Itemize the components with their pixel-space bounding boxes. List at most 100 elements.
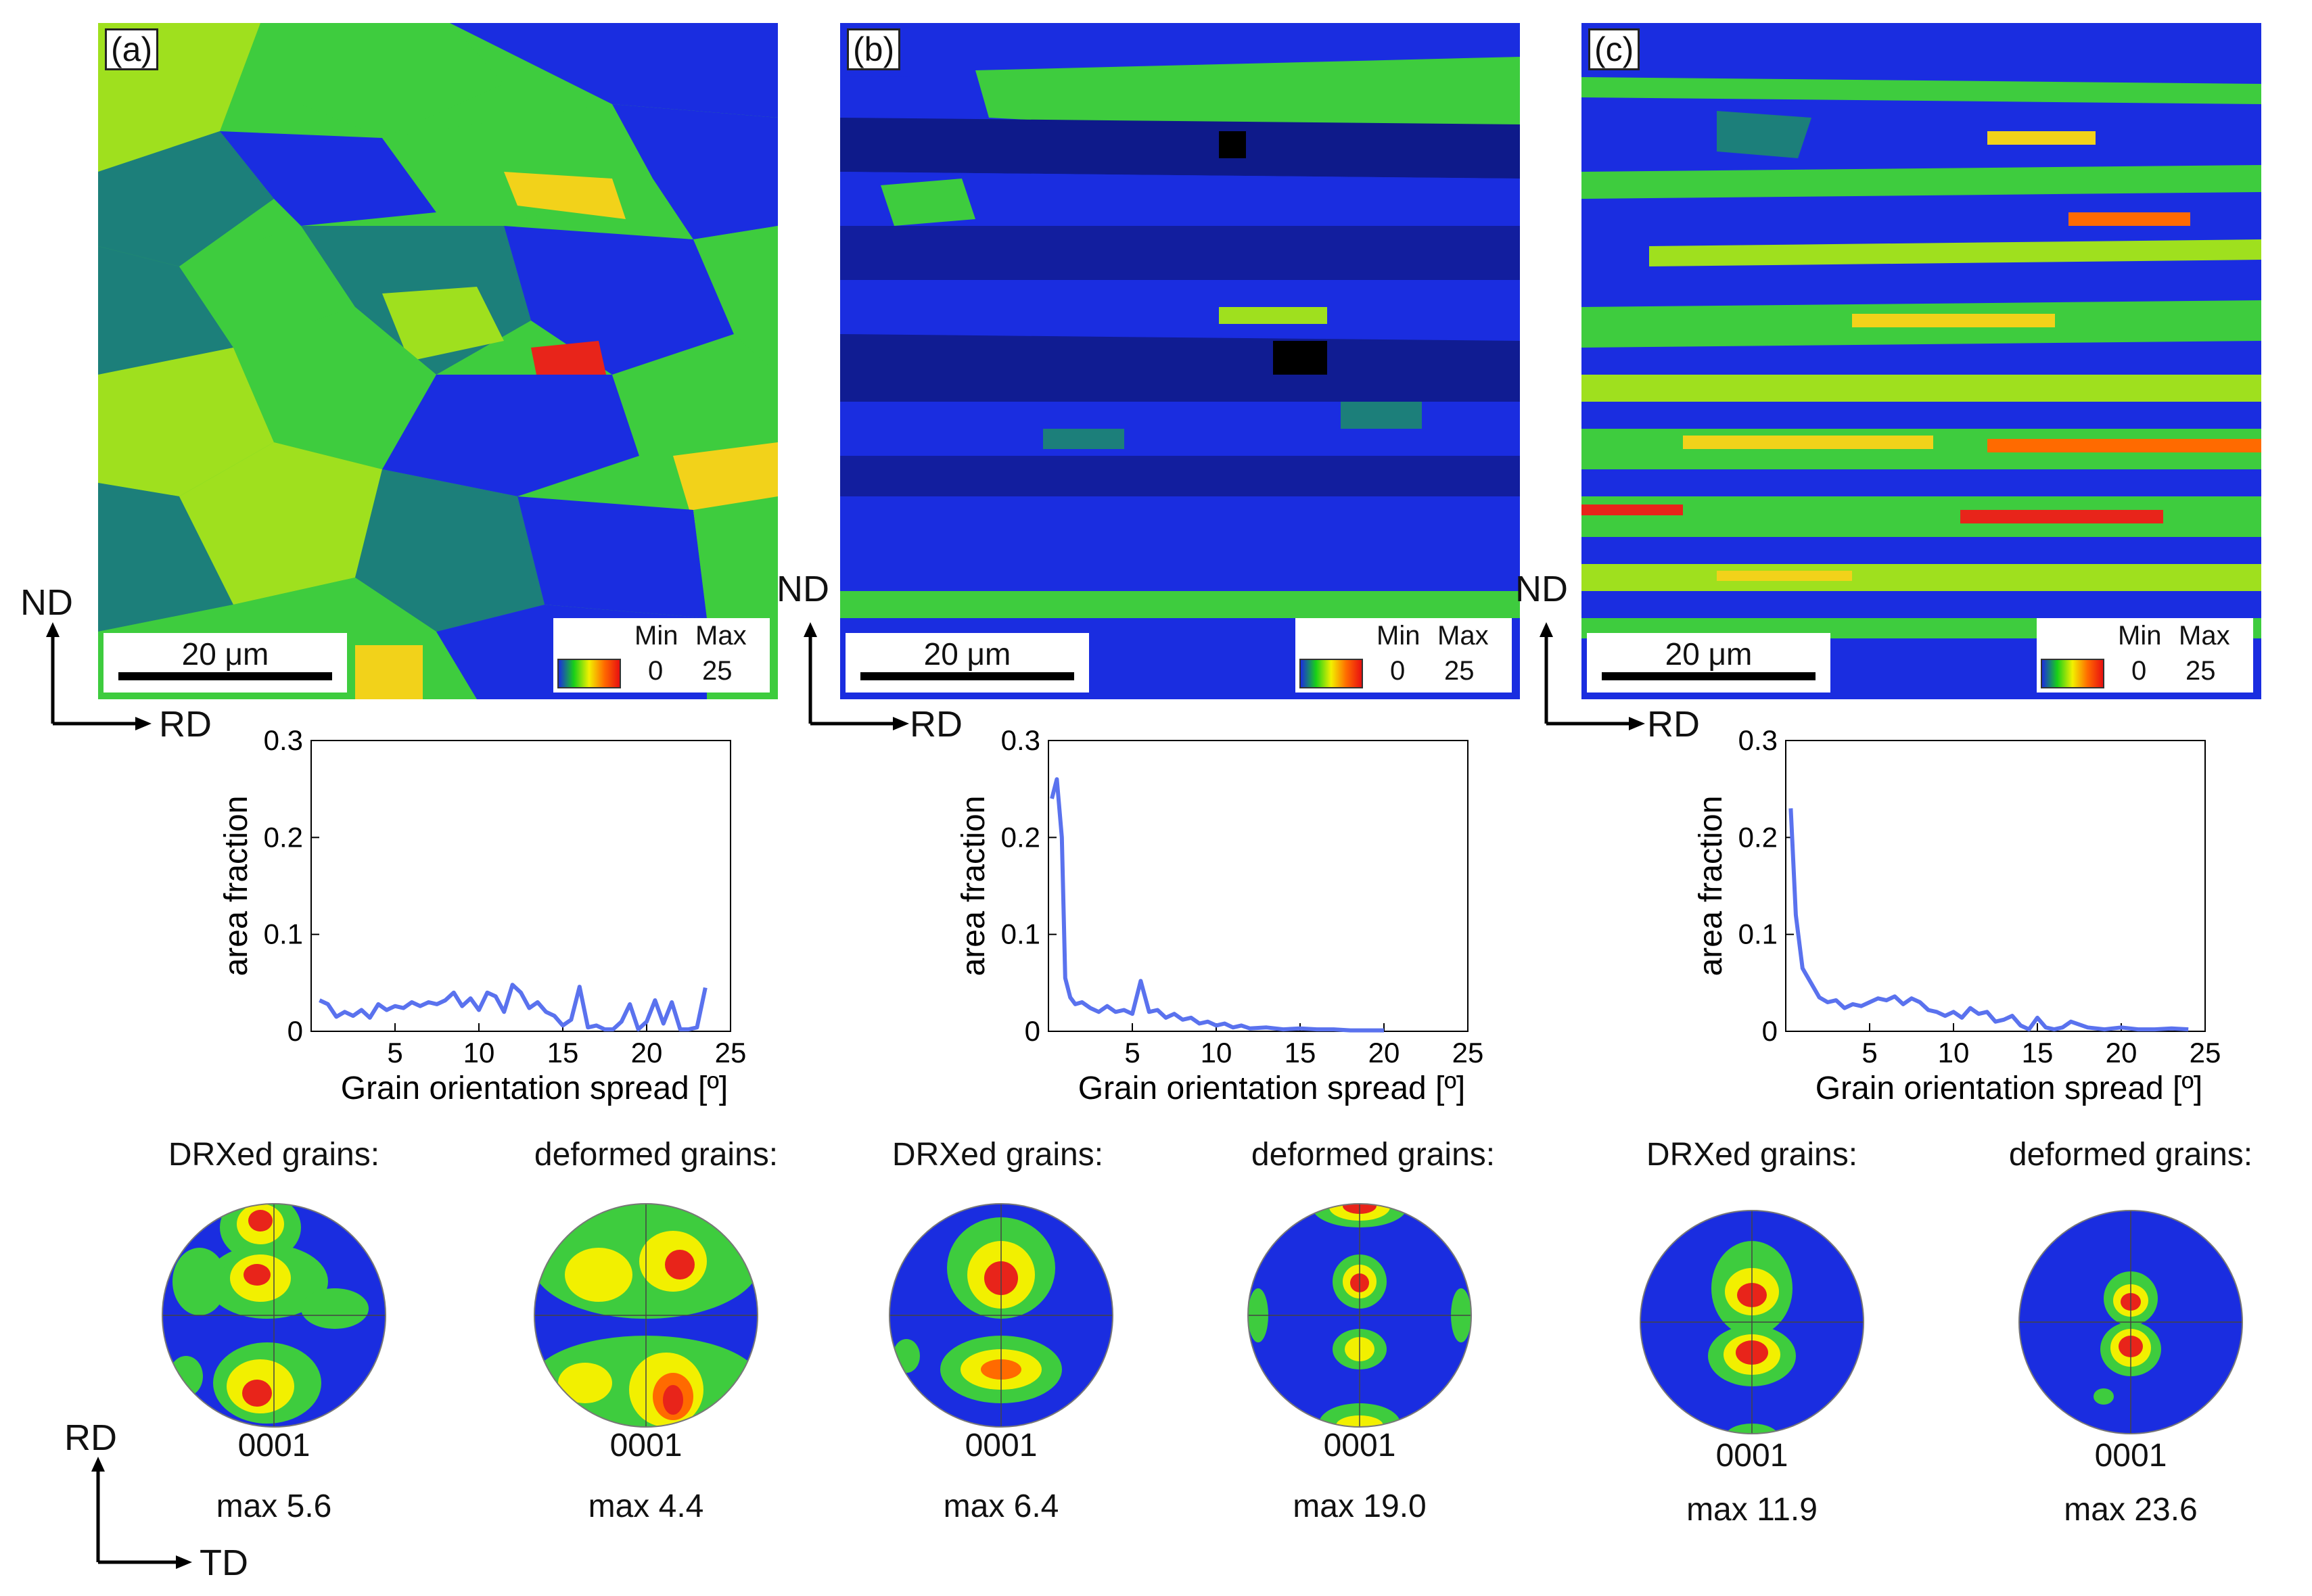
gos-series-line (1050, 777, 1384, 1033)
pf-max-5: max 11.9 (1686, 1492, 1818, 1528)
x-tick-label: 25 (715, 1037, 747, 1069)
x-tick-label: 15 (2022, 1037, 2054, 1069)
y-tick-label: 0.1 (1738, 918, 1778, 950)
x-tick-label: 20 (631, 1037, 663, 1069)
y-tick-label: 0.1 (264, 918, 303, 950)
panel-label-a: (a) (105, 28, 159, 70)
pf-max-1: max 5.6 (216, 1488, 332, 1524)
legend-min-value-c: 0 (2131, 656, 2147, 686)
scale-bar-text-c: 20 μm (1665, 636, 1753, 672)
legend-max-value-c: 25 (2186, 656, 2216, 686)
scale-bar-line-a (118, 672, 332, 680)
rd-label-b: RD (910, 704, 963, 745)
legend-max-label-a: Max (695, 621, 747, 651)
legend-gradient-b (1299, 659, 1363, 688)
y-tick-label: 0 (1762, 1015, 1778, 1047)
gos-chart-c: 5 10 15 20 25 0 0.1 0.2 0.3 Grain orientation spr… (1693, 724, 2221, 1106)
x-tick-label: 25 (1452, 1037, 1484, 1069)
x-tick-label: 15 (1285, 1037, 1316, 1069)
gos-map-a (98, 23, 778, 699)
pf-title-3: DRXed grains: (892, 1137, 1104, 1173)
pf-max-3: max 6.4 (943, 1488, 1059, 1524)
rd-label-c: RD (1647, 704, 1700, 745)
scale-bar-line-b (860, 672, 1074, 680)
x-tick-label: 10 (1938, 1037, 1970, 1069)
scale-bar-text-b: 20 μm (923, 636, 1011, 672)
rd-label-pf: RD (64, 1417, 117, 1458)
legend-min-label-a: Min (634, 621, 678, 651)
color-legend-b: Min Max 0 25 (1295, 618, 1512, 693)
plot-frame (1785, 740, 2206, 1032)
legend-max-label-b: Max (1437, 621, 1489, 651)
pf-title-4: deformed grains: (1251, 1137, 1496, 1173)
scale-bar-a: 20 μm (103, 633, 347, 693)
legend-min-label-b: Min (1377, 621, 1420, 651)
x-axis-label: Grain orientation spread [º] (1078, 1071, 1466, 1106)
y-tick-label: 0.2 (264, 821, 303, 853)
pf-plane-1: 0001 (237, 1428, 310, 1463)
scale-bar-c: 20 μm (1587, 633, 1830, 693)
x-axis-label: Grain orientation spread [º] (1816, 1071, 2203, 1106)
y-axis-label: area fraction (1693, 796, 1729, 977)
x-axis-label: Grain orientation spread [º] (341, 1071, 729, 1106)
y-axis-label: area fraction (218, 796, 254, 977)
nd-label-c: ND (1515, 569, 1568, 609)
x-tick-label: 15 (547, 1037, 579, 1069)
legend-min-value-a: 0 (648, 656, 664, 686)
y-tick-label: 0 (1025, 1015, 1040, 1047)
pf-plane-3: 0001 (965, 1428, 1038, 1463)
color-legend-a: Min Max 0 25 (553, 618, 770, 693)
y-tick-label: 0 (287, 1015, 303, 1047)
gos-map-b (840, 23, 1520, 699)
plot-frame (1048, 740, 1469, 1032)
nd-rd-axes-a (46, 622, 152, 730)
x-tick-label: 5 (1124, 1037, 1140, 1069)
x-tick-label: 5 (387, 1037, 402, 1069)
pole-figure-3 (889, 1203, 1113, 1428)
gos-series-line (319, 983, 708, 1032)
pf-title-5: DRXed grains: (1646, 1137, 1858, 1173)
td-label-pf: TD (200, 1543, 248, 1583)
legend-max-value-a: 25 (702, 656, 733, 686)
pf-title-6: deformed grains: (2008, 1137, 2253, 1173)
gos-map-c (1581, 23, 2261, 699)
pole-figure-2 (534, 1203, 758, 1428)
pf-plane-4: 0001 (1323, 1428, 1396, 1463)
gos-series-line (1788, 808, 2189, 1032)
pf-plane-6: 0001 (2094, 1438, 2167, 1474)
legend-gradient-a (557, 659, 621, 688)
legend-min-label-c: Min (2118, 621, 2162, 651)
legend-min-value-b: 0 (1390, 656, 1406, 686)
pf-max-4: max 19.0 (1293, 1488, 1427, 1524)
scale-bar-b: 20 μm (846, 633, 1089, 693)
pole-figure-4 (1247, 1203, 1472, 1428)
y-tick-label: 0.2 (1738, 821, 1778, 853)
legend-max-value-b: 25 (1444, 656, 1475, 686)
pf-plane-5: 0001 (1715, 1438, 1788, 1474)
y-tick-label: 0.3 (1001, 724, 1040, 756)
y-axis-label: area fraction (956, 796, 992, 977)
ebsd-map-b: (b) 20 μm Min Max 0 25 (840, 23, 1520, 699)
x-tick-label: 25 (2190, 1037, 2221, 1069)
gos-chart-b: 5 10 15 20 25 0 0.1 0.2 0.3 Grain orientation spr… (956, 724, 1484, 1106)
pole-figure-5 (1640, 1210, 1864, 1434)
panel-label-c: (c) (1588, 28, 1640, 70)
ebsd-map-c: (c) 20 μm Min Max 0 25 (1581, 23, 2261, 699)
gos-chart-a: 5 10 15 20 25 0 0.1 0.2 0.3 Grain orientation spr… (218, 724, 747, 1106)
y-tick-label: 0.3 (264, 724, 303, 756)
rd-td-axes (91, 1457, 192, 1569)
y-tick-label: 0.2 (1001, 821, 1040, 853)
x-tick-label: 10 (463, 1037, 495, 1069)
legend-max-label-c: Max (2179, 621, 2230, 651)
legend-gradient-c (2041, 659, 2104, 688)
pf-max-6: max 23.6 (2064, 1492, 2198, 1528)
plot-frame (310, 740, 731, 1032)
nd-label-b: ND (777, 569, 829, 609)
x-tick-label: 20 (1368, 1037, 1400, 1069)
color-legend-c: Min Max 0 25 (2037, 618, 2253, 693)
x-tick-label: 20 (2106, 1037, 2137, 1069)
pole-figure-1 (162, 1203, 386, 1428)
ebsd-map-a: (a) 20 μm Min Max 0 25 (98, 23, 778, 699)
pf-title-2: deformed grains: (534, 1137, 779, 1173)
x-tick-label: 10 (1201, 1037, 1232, 1069)
